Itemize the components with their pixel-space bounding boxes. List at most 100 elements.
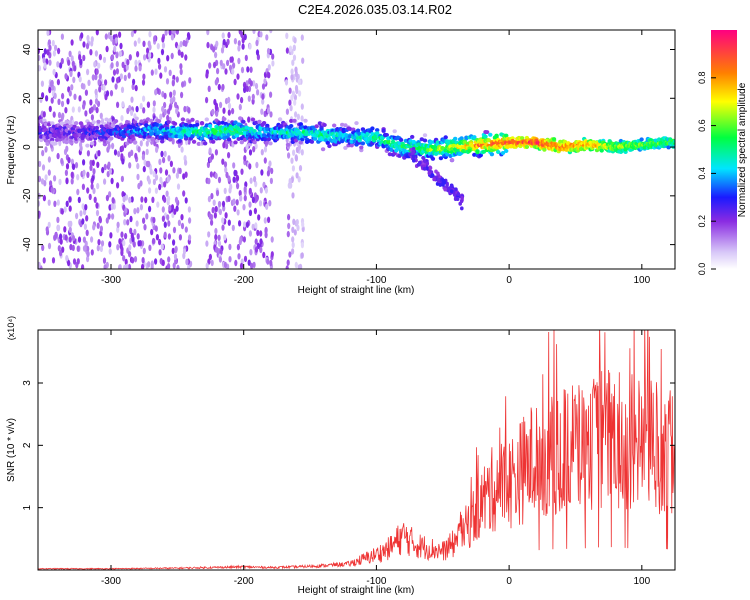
spectrogram-ridge-cell [519,136,525,141]
spectrogram-noise-cell [235,199,239,206]
spectrogram-noise-cell [109,232,113,239]
spectrogram-noise-cell [223,261,227,269]
spectrogram-tail-cell [435,181,440,186]
spectrogram-noise-cell [112,69,117,76]
top-plot-frame [37,29,676,270]
spectrogram-noise-cell [68,50,72,57]
spectrogram-noise-cell [218,256,222,263]
spectrogram-noise-cell [67,59,71,66]
spectrogram-noise-cell [152,170,156,178]
spectrogram-noise-cell [57,224,61,232]
spectrogram-noise-cell [239,195,243,202]
spectrogram-noise-cell [234,259,238,267]
spectrogram-ridge-cell [166,120,171,125]
colorbar-tick-label: 0.4 [697,167,707,180]
spectrogram-noise-cell [136,233,140,240]
spectrogram-noise-cell [65,255,69,262]
spectrogram-noise-cell [249,66,253,73]
spectrogram-noise-cell [161,215,165,222]
spectrogram-ridge-cell [113,119,119,124]
spectrogram-noise-cell [248,163,252,170]
spectrogram-noise-cell [271,53,275,60]
spectrogram-noise-cell [98,73,102,80]
spectrogram-ridge-cell [343,145,348,150]
spectrogram-noise-cell [266,47,271,55]
spectrogram-noise-cell [244,54,248,62]
spectrogram-noise-cell [42,111,46,118]
spectrogram-noise-cell [147,40,151,47]
spectrogram-noise-cell [44,174,48,181]
spectrogram-noise-cell [115,68,119,75]
spectrogram-noise-cell [56,152,60,160]
spectrogram-noise-cell [216,67,220,75]
spectrogram-noise-cell [64,73,68,80]
spectrogram-noise-cell [141,257,145,264]
spectrogram-noise-cell [105,194,109,202]
spectrogram-noise-cell [232,176,236,183]
spectrogram-noise-cell [142,40,146,47]
spectrogram-ridge-cell [67,120,73,125]
spectrogram-noise-cell [38,160,42,168]
spectrogram-noise-cell [295,172,299,179]
spectrogram-noise-cell [188,217,192,224]
spectrogram-noise-cell [142,217,146,224]
spectrogram-noise-cell [160,48,165,56]
spectrogram-noise-cell [217,234,221,241]
spectrogram-noise-cell [163,92,167,100]
spectrogram-noise-cell [120,231,124,238]
spectrogram-noise-cell [86,68,90,76]
spectrogram-noise-cell [70,84,74,91]
spectrogram-noise-cell [261,83,266,90]
spectrogram-noise-cell [224,212,228,219]
spectrogram-ridge-cell [241,119,246,124]
spectrogram-ridge-cell [309,139,315,144]
spectrogram-noise-cell [210,44,214,51]
spectrogram-noise-cell [249,177,253,184]
spectrogram-noise-cell [68,90,72,97]
bottom-y-axis-label: SNR (10 * v/v) [6,418,17,482]
spectrogram-noise-cell [293,99,297,106]
spectrogram-noise-cell [38,200,41,207]
spectrogram-noise-cell [105,217,109,224]
spectrogram-noise-cell [224,166,228,174]
spectrogram-noise-cell [95,209,100,217]
spectrogram-noise-cell [212,61,217,69]
spectrogram-noise-cell [249,249,253,256]
spectrogram-noise-cell [243,86,247,94]
spectrogram-noise-cell [168,104,172,111]
spectrogram-noise-cell [237,40,241,47]
spectrogram-noise-cell [171,247,175,255]
bottom-x-axis-label: Height of straight line (km) [298,585,415,596]
spectrogram-noise-cell [124,232,128,240]
spectrogram-noise-cell [100,240,105,247]
spectrogram-noise-cell [44,146,48,153]
spectrogram-ridge-cell [524,145,530,149]
spectrogram-noise-cell [75,212,79,220]
spectrogram-noise-cell [108,168,112,175]
spectrogram-noise-cell [60,100,65,108]
spectrogram-noise-cell [224,68,228,75]
colorbar-tick-label: 0.2 [697,215,707,228]
spectrogram-noise-cell [263,146,268,153]
spectrogram-noise-cell [110,177,114,185]
spectrogram-noise-cell [183,105,187,113]
spectrogram-noise-cell [66,98,70,105]
top-y-tick-label: 40 [22,44,33,56]
spectrogram-ridge-cell [312,136,318,141]
spectrogram-noise-cell [267,107,271,114]
spectrogram-noise-cell [43,48,47,55]
colorbar-tick-label: 0.8 [697,72,707,85]
spectrogram-noise-cell [175,107,179,115]
spectrogram-noise-cell [178,167,182,175]
spectrogram-noise-cell [215,110,219,117]
spectrogram-noise-cell [92,168,96,175]
spectrogram-noise-cell [56,78,61,86]
spectrogram-ridge-cell [343,123,348,128]
spectrogram-tail-cell [436,171,440,176]
spectrogram-noise-cell [56,216,60,224]
spectrogram-noise-cell [72,258,77,265]
spectrogram-ridge-cell [89,134,95,139]
spectrogram-noise-cell [261,93,265,100]
spectrogram-ridge-cell [375,128,380,133]
spectrogram-noise-cell [218,208,222,216]
